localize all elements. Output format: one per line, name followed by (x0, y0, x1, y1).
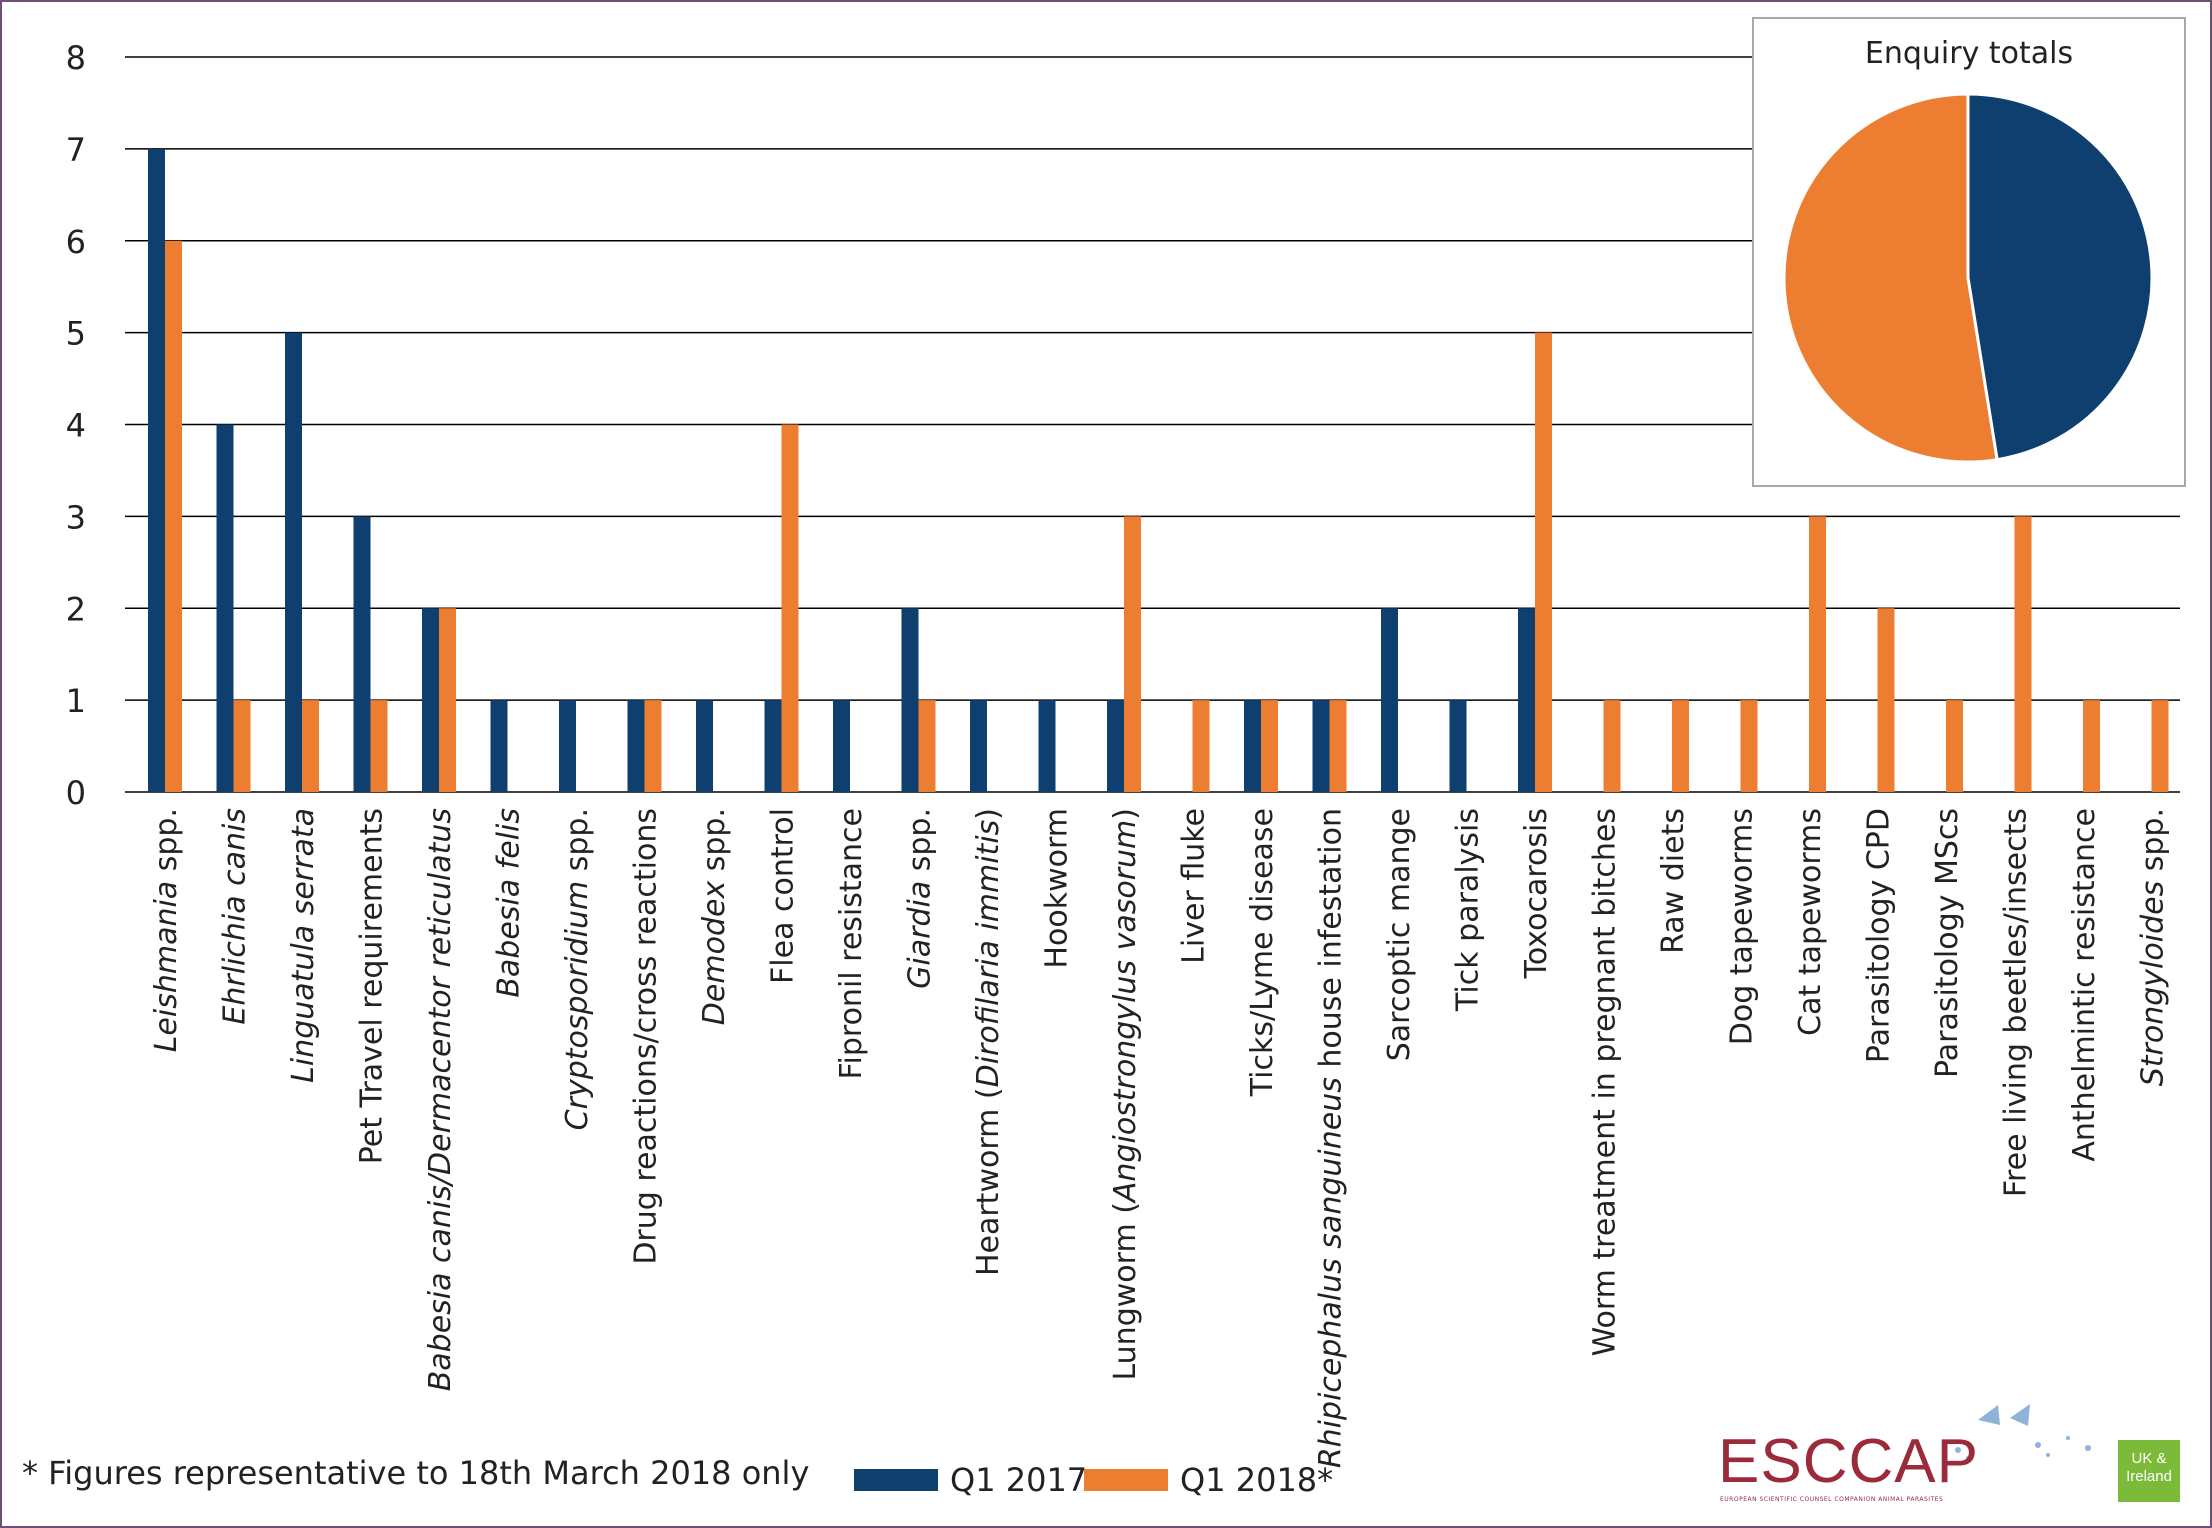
bar (1124, 516, 1141, 792)
category-label: Flea control (766, 808, 801, 984)
bar (1518, 608, 1535, 792)
category-label: Hookworm (1040, 808, 1075, 969)
bar (1381, 608, 1398, 792)
legend-label-q1-2018: Q1 2018* (1180, 1461, 1334, 1499)
bar (148, 148, 165, 792)
bar (696, 700, 713, 792)
bar (1107, 700, 1124, 792)
bar (285, 332, 302, 792)
bar (918, 700, 936, 792)
pie-title: Enquiry totals (1865, 36, 2073, 71)
bar (1946, 700, 1963, 792)
bar (1672, 700, 1689, 792)
logo-badge: UK & Ireland (2118, 1440, 2180, 1502)
pie-slice (1782, 92, 1999, 464)
legend-label-q1-2017: Q1 2017 (950, 1461, 1088, 1499)
bar (233, 700, 251, 792)
bar (781, 424, 799, 792)
bar (1312, 700, 1330, 792)
bar (422, 608, 439, 792)
bar (559, 700, 576, 792)
y-tick-label: 6 (66, 223, 86, 261)
category-label: Tick paralysis (1451, 808, 1486, 1012)
bar (1192, 700, 1210, 792)
category-label: Sarcoptic mange (1382, 808, 1417, 1061)
category-label: Demodex spp. (697, 808, 732, 1025)
bar (1603, 700, 1621, 792)
bar (1740, 700, 1758, 792)
bar (490, 700, 508, 792)
bar (833, 700, 850, 792)
legend-item-q1-2017: Q1 2017 (854, 1461, 1088, 1499)
bar (165, 240, 182, 792)
category-label: Anthelmintic resistance (2067, 808, 2102, 1162)
bar (2151, 700, 2169, 792)
bar (1261, 700, 1278, 792)
bar (353, 516, 371, 792)
category-label: Free living beetles/insects (1999, 808, 2034, 1197)
category-label: Pet Travel requirements (355, 808, 390, 1164)
footnote: * Figures representative to 18th March 2… (22, 1454, 810, 1492)
bar (1809, 516, 1826, 792)
category-label: Babesia felis (492, 808, 527, 998)
bar (216, 424, 234, 792)
y-tick-label: 2 (66, 590, 86, 628)
y-tick-label: 0 (66, 774, 86, 812)
bar (764, 700, 782, 792)
category-label: Linguatula serrata (286, 808, 321, 1083)
y-tick-label: 4 (66, 407, 86, 445)
category-label: Dog tapeworms (1725, 808, 1760, 1045)
bar (439, 608, 456, 792)
category-label: Liver fluke (1177, 808, 1212, 964)
bar (1329, 700, 1347, 792)
bar (1244, 700, 1261, 792)
bar (644, 700, 662, 792)
category-label: Drug reactions/cross reactions (629, 808, 664, 1265)
category-label: Cat tapeworms (1793, 808, 1828, 1036)
logo-brand: ESCCAP (1718, 1427, 1979, 1496)
bar (970, 700, 987, 792)
bar (627, 700, 645, 792)
bar (2014, 516, 2032, 792)
logo-tagline: EUROPEAN SCIENTIFIC COUNSEL COMPANION AN… (1720, 1496, 1944, 1503)
category-label: Strongyloides spp. (2136, 808, 2171, 1086)
bar (370, 700, 388, 792)
category-label: Ticks/Lyme disease (1245, 808, 1280, 1097)
category-label: Babesia canis/Dermacentor reticulatus (423, 808, 458, 1391)
category-label: Parasitology MScs (1930, 808, 1965, 1078)
legend-item-q1-2018: Q1 2018* (1084, 1461, 1334, 1499)
bar (302, 700, 319, 792)
category-label: Ehrlichia canis (218, 808, 253, 1025)
y-tick-label: 8 (66, 39, 86, 77)
category-label: Giardia spp. (903, 808, 938, 989)
category-label: Fipronil resistance (834, 808, 869, 1080)
y-tick-label: 5 (66, 315, 86, 353)
category-label: Worm treatment in pregnant bitches (1588, 808, 1623, 1356)
category-label: Rhipicephalus sanguineus house infestati… (1314, 808, 1349, 1468)
legend-swatch-q1-2017 (854, 1469, 938, 1491)
legend-swatch-q1-2018 (1084, 1469, 1168, 1491)
category-label: Raw diets (1656, 808, 1691, 954)
esccap-logo: ESCCAP EUROPEAN SCIENTIFIC COUNSEL COMPA… (1718, 1400, 2188, 1510)
bar (2083, 700, 2100, 792)
bar (1038, 700, 1056, 792)
bar (1449, 700, 1467, 792)
pie-slice (1966, 92, 2154, 462)
bar (1877, 608, 1895, 792)
category-label: Toxocarosis (1519, 808, 1554, 979)
bar (1535, 332, 1552, 792)
category-label: Heartworm (Dirofilaria immitis) (971, 808, 1006, 1276)
category-label: Cryptosporidium spp. (560, 808, 595, 1130)
y-tick-label: 1 (66, 682, 86, 720)
cat-face-logo-icon (1955, 1404, 2091, 1460)
category-label: Leishmania spp. (149, 808, 184, 1052)
y-tick-label: 7 (66, 131, 86, 169)
y-tick-label: 3 (66, 498, 86, 536)
category-label: Lungworm (Angiostrongylus vasorum) (1108, 808, 1143, 1381)
category-label: Parasitology CPD (1862, 808, 1897, 1063)
bar (901, 608, 919, 792)
